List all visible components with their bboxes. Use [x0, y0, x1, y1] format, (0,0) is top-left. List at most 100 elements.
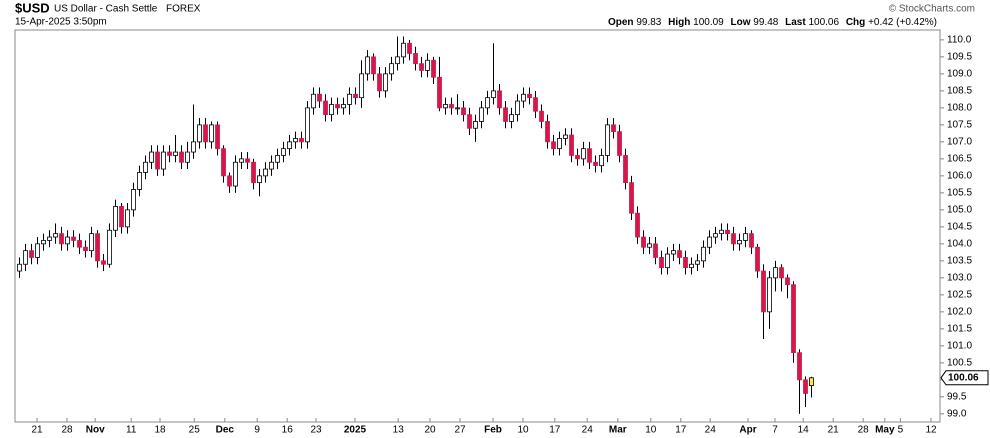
candle-body [527, 93, 532, 99]
candle-body [113, 206, 118, 231]
candle-body [575, 155, 580, 160]
candle-body [785, 277, 790, 286]
stat-label: Last [785, 17, 806, 28]
candle-body [53, 233, 58, 238]
candle-body [89, 233, 94, 252]
candle-body [29, 250, 34, 258]
x-tick-label: 9 [254, 425, 260, 436]
candle-body [713, 233, 718, 238]
x-tick-label: Dec [216, 425, 235, 436]
y-tick-label: 107.0 [947, 136, 972, 147]
candle-body [203, 124, 208, 143]
candle-body [329, 104, 334, 116]
x-tick-label: 2025 [344, 425, 367, 436]
candle-body [677, 250, 682, 258]
candle-body [467, 114, 472, 129]
candle-body [119, 206, 124, 228]
x-tick-label: 24 [705, 425, 717, 436]
candle-body [725, 229, 730, 235]
candle-body [599, 155, 604, 167]
y-tick-label: 109.5 [947, 51, 972, 62]
y-tick-label: 102.5 [947, 289, 972, 300]
stat-value: 99.48 [753, 17, 778, 28]
candle-body [311, 93, 316, 109]
x-tick-label: 21 [31, 425, 43, 436]
candle-body [179, 151, 184, 163]
candle-body [17, 263, 22, 272]
candle-body [233, 161, 238, 187]
candle-body [305, 107, 310, 143]
candle-body [503, 107, 508, 122]
stat-value: 99.83 [636, 17, 661, 28]
x-tick-label: 17 [549, 425, 561, 436]
candle-body [227, 175, 232, 187]
x-tick-label: 10 [645, 425, 657, 436]
y-tick-label: 106.0 [947, 170, 972, 181]
y-tick-label: 105.5 [947, 187, 972, 198]
candle-body [605, 124, 610, 156]
candle-body [695, 260, 700, 265]
candle-body [101, 260, 106, 265]
candle-body [647, 243, 652, 248]
x-tick-label: 28 [858, 425, 870, 436]
instrument-name: US Dollar - Cash Settle [54, 4, 158, 15]
stat-value: 100.09 [693, 17, 724, 28]
candle-body [263, 168, 268, 177]
candle-body [395, 56, 400, 65]
candle-body [83, 246, 88, 252]
candle-body [47, 236, 52, 241]
candle-body [797, 352, 802, 381]
candle-body [191, 141, 196, 153]
y-tick-label: 100.5 [947, 357, 972, 368]
candle-body [767, 277, 772, 313]
candle-body [221, 148, 226, 177]
stat-label: Low [731, 17, 751, 28]
candle-body [743, 233, 748, 241]
x-tick-label: 13 [393, 425, 405, 436]
candle-body [731, 233, 736, 245]
candle-body [209, 124, 214, 143]
candle-body [719, 229, 724, 235]
candle-body [455, 107, 460, 110]
candle-body [383, 73, 388, 92]
candle-body [593, 161, 598, 167]
candle-body [473, 121, 478, 129]
candle-body [611, 124, 616, 133]
y-tick-label: 104.5 [947, 221, 972, 232]
candle-body [551, 141, 556, 150]
x-tick-label: 17 [675, 425, 687, 436]
candle-body [737, 240, 742, 245]
x-tick-label: 11 [126, 425, 137, 436]
candle-body [215, 124, 220, 150]
candle-body [131, 189, 136, 211]
y-tick-label: 99.5 [947, 391, 967, 402]
candle-body [71, 236, 76, 241]
x-tick-label: 10 [517, 425, 529, 436]
candle-body [323, 100, 328, 116]
candle-body [569, 134, 574, 156]
candle-body [563, 134, 568, 139]
candle-body [629, 182, 634, 214]
stats: Open 99.83 High 100.09 Low 99.48 Last 10… [608, 17, 937, 28]
stat-value: +0.42 (+0.42%) [868, 17, 937, 28]
y-tick-label: 104.0 [947, 238, 972, 249]
candle-body [791, 284, 796, 354]
candle-body [635, 212, 640, 238]
candle-body [437, 76, 442, 109]
x-tick-label: 28 [61, 425, 73, 436]
y-tick-label: 109.0 [947, 68, 972, 79]
candle-body [371, 56, 376, 75]
x-tick-label: 18 [154, 425, 166, 436]
candle-body [761, 270, 766, 313]
candle-body [341, 104, 346, 109]
candle-body [335, 104, 340, 109]
x-tick-label: 27 [454, 425, 466, 436]
candle-body [533, 97, 538, 112]
candle-body [701, 246, 706, 262]
last-price-label: 100.06 [948, 372, 979, 383]
candle-body [35, 243, 40, 258]
y-tick-label: 108.0 [947, 102, 972, 113]
candle-body [197, 124, 202, 143]
candle-body [359, 73, 364, 99]
